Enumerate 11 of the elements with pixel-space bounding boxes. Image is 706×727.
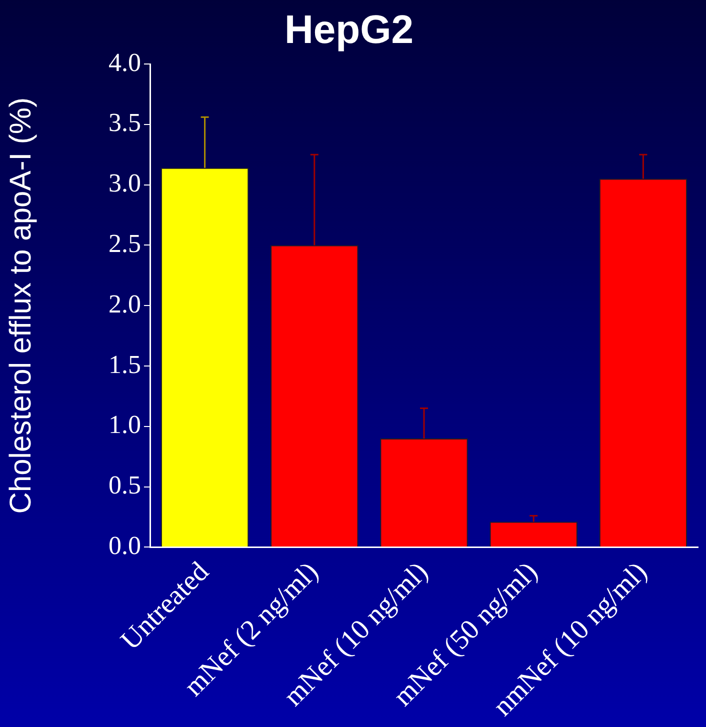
y-tick-label: 2.0 [108,289,141,318]
y-tick-label: 1.0 [108,410,141,440]
y-tick-label: 0.0 [108,531,141,560]
y-tick-label: 3.0 [108,168,141,198]
chart-title: HepG2 [284,8,414,52]
y-tick-label: 0.5 [108,470,141,500]
y-tick-label: 2.5 [108,229,141,258]
y-axis-title: Cholesterol efflux to apoA-I (%) [4,97,38,514]
y-tick-label: 3.5 [108,108,141,138]
y-tick-label: 4.0 [108,48,141,77]
y-tick-label: 1.5 [108,350,141,379]
